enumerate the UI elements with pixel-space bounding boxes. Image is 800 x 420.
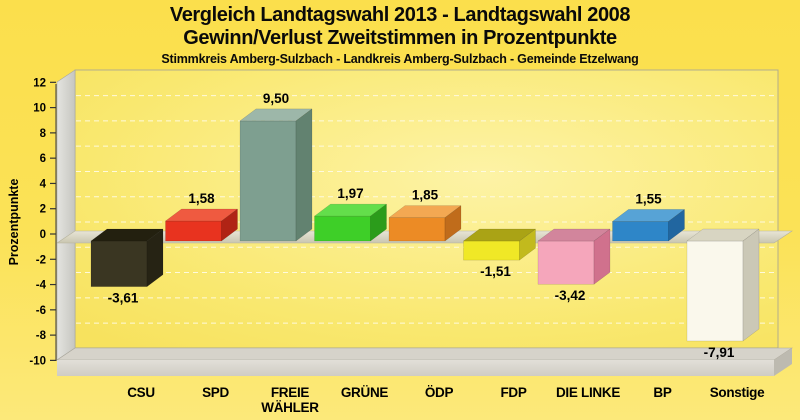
y-tick-label: 4: [40, 178, 47, 190]
chart-title-line2: Gewinn/Verlust Zweitstimmen in Prozentpu…: [183, 27, 617, 49]
bar-csu-front: [90, 240, 148, 287]
chart-title-line1: Vergleich Landtagswahl 2013 - Landtagswa…: [169, 4, 631, 26]
y-axis-title: Prozentpunkte: [7, 179, 21, 266]
bar-bp: 1,55: [611, 191, 686, 242]
bar-bp-value-label: 1,55: [635, 191, 662, 206]
bar-sonstige-value-label: -7,91: [704, 345, 735, 360]
y-tick-label: -10: [29, 355, 46, 367]
plot-left-wall: [56, 69, 76, 361]
bar-bp-side: [668, 208, 685, 242]
x-tick-label-bp: BP: [653, 385, 671, 400]
bar-die-linke-value-label: -3,42: [555, 288, 586, 303]
bar-sonstige-side: [742, 228, 760, 342]
bar--dp-front: [388, 217, 446, 242]
bar-die-linke-front: [537, 240, 595, 285]
bar-csu-side: [146, 228, 164, 288]
bar-fdp-value-label: -1,51: [480, 264, 511, 279]
x-tick-label-spd: SPD: [202, 385, 229, 400]
x-tick-label-csu: CSU: [127, 385, 155, 400]
x-tick-label-sonstige: Sonstige: [710, 385, 765, 400]
bar-csu-value-label: -3,61: [108, 291, 139, 306]
chart-subtitle: Stimmkreis Amberg-Sulzbach - Landkreis A…: [161, 52, 639, 66]
bar-spd-value-label: 1,58: [188, 191, 215, 206]
bar-bp-front: [612, 221, 669, 242]
x-tick-label-freie-w-hler: FREIE: [271, 385, 310, 400]
bar-gr-ne-front: [314, 215, 371, 242]
bar-die-linke-side: [593, 228, 611, 285]
x-tick-label-fdp: FDP: [500, 385, 526, 400]
plot-floor-front: [57, 360, 774, 376]
y-tick-label: 12: [33, 77, 46, 89]
x-tick-label-freie-w-hler: WÄHLER: [261, 400, 319, 415]
title-block: Vergleich Landtagswahl 2013 - Landtagswa…: [0, 4, 800, 66]
y-tick-label: -8: [36, 330, 47, 342]
bar-fdp-side: [519, 228, 536, 261]
plot-floor-side: [774, 348, 792, 376]
plot-floor-top: [56, 347, 793, 361]
bar-gr-ne: 1,97: [313, 186, 388, 242]
y-tick-label: 2: [40, 204, 46, 216]
bar-spd-front: [165, 220, 222, 242]
y-tick-label: 0: [40, 229, 46, 241]
y-tick-label: 6: [40, 153, 46, 165]
bar-freie-w-hler-value-label: 9,50: [263, 91, 289, 106]
y-tick-label: -2: [36, 254, 46, 266]
y-tick-label: 10: [33, 103, 46, 115]
bar--dp-value-label: 1,85: [412, 188, 439, 203]
bar-fdp-front: [463, 240, 520, 261]
bar-csu: -3,61: [90, 228, 164, 306]
x-tick-label-die-linke: DIE LINKE: [556, 385, 620, 400]
y-tick-label: 8: [40, 128, 47, 140]
bar-freie-w-hler-front: [239, 120, 297, 242]
x-tick-label--dp: ÖDP: [425, 385, 454, 400]
bar-fdp: -1,51: [462, 228, 537, 279]
y-tick-label: -6: [36, 305, 46, 317]
bar-sonstige-front: [686, 240, 744, 342]
x-tick-label-gr-ne: GRÜNE: [341, 385, 389, 400]
bar-gr-ne-value-label: 1,97: [337, 186, 363, 201]
bar-freie-w-hler-side: [295, 108, 313, 242]
bar-die-linke: -3,42: [537, 228, 611, 303]
bar--dp: 1,85: [388, 188, 462, 242]
bar-spd-side: [221, 208, 238, 242]
bar-spd: 1,58: [164, 191, 239, 242]
bar-sonstige: -7,91: [686, 228, 760, 360]
bar--dp-side: [444, 205, 462, 242]
y-tick-label: -4: [36, 280, 47, 292]
bar-gr-ne-side: [370, 203, 387, 242]
bar-freie-w-hler: 9,50: [239, 91, 313, 242]
